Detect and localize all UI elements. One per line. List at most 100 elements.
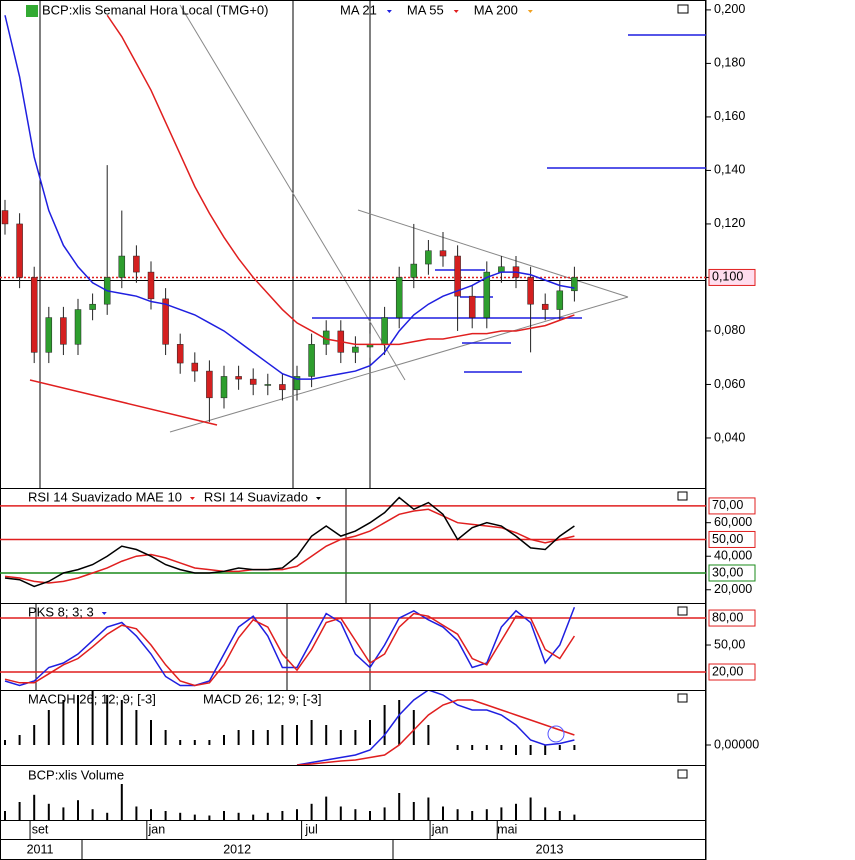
candle-body [541,303,549,310]
legend-arrow [386,10,392,13]
candle-body [352,346,359,353]
x-month-label: jan [431,822,449,836]
candle-body [425,250,432,265]
legend-entry: MACDH 26; 12; 9; [-3] [28,691,156,706]
candle-body [118,255,126,278]
series-line [4,606,576,687]
level-box [708,663,756,681]
chart-title: BCP:xlis Volume [28,767,124,782]
candle-body [498,266,505,273]
candle-body [439,250,447,257]
level-lines [312,34,706,373]
candle-body [1,210,9,225]
plot-area [4,691,576,765]
plot-area [0,14,706,422]
candle-body [381,317,388,345]
maximize-button[interactable] [677,491,688,501]
level-label: 80,00 [712,610,743,624]
y-tick-label: 0,140 [714,163,745,177]
y-tick-label: 0,080 [714,323,745,337]
series-line [296,699,575,765]
level-label: 20,00 [712,664,743,678]
legend-entry: RSI 14 Suavizado [204,489,308,504]
x-month-label: mai [497,822,517,836]
y-tick-label: 0,060 [714,377,745,391]
y-tick-label: 40,000 [714,549,752,563]
series-line [296,691,575,765]
legend-arrow [527,10,533,13]
maximize-button[interactable] [677,769,688,779]
legend-entry: MA 21 [340,2,377,17]
series-line [4,612,576,687]
legend-arrow [453,10,459,13]
last-price-box [708,268,756,286]
legend-arrow [101,612,107,615]
candle-body [45,317,53,353]
candle-body [279,384,286,391]
candle-body [249,378,257,385]
level-label: 30,00 [712,565,743,579]
plot-area [0,496,706,588]
candle-body [16,223,23,278]
candle-body [308,344,315,377]
trend-line-red [29,379,218,426]
y-tick-label: 0,200 [714,2,745,16]
candle-body [395,277,403,318]
level-box [708,564,756,582]
level-label: 50,00 [712,532,743,546]
panel-buttons[interactable] [677,4,689,779]
candle-body [556,290,564,310]
candle-body [191,362,199,372]
y-tick-label: 0,120 [714,216,745,230]
maximize-button[interactable] [677,606,688,616]
candle-body [468,295,476,318]
legend-entry: RSI 14 Suavizado MAE 10 [28,489,182,504]
candle-body [264,384,272,386]
x-year-label: 2011 [27,842,54,856]
candle-body [89,303,96,310]
candle-body [162,298,169,345]
level-box [708,530,756,548]
series-line [4,496,575,588]
marker [547,725,565,743]
y-tick-label: 20,000 [714,582,752,596]
legend-entry: MA 200 [474,2,518,17]
level-label: 70,00 [712,498,743,512]
candle-body [74,309,82,345]
series-line [4,15,575,380]
candle-body [220,376,228,399]
y-tick-label: 0,040 [714,430,745,444]
candle-body [235,376,242,380]
candle-body [147,271,155,300]
candle-body [571,277,578,292]
candle-body [293,376,301,391]
y-tick-label: 0,00000 [714,737,759,751]
candle-body [30,277,38,353]
candle-body [410,263,418,278]
panel-frames [0,0,707,860]
legend-arrow [189,497,195,500]
maximize-button[interactable] [677,4,689,14]
candle-body [206,370,213,399]
level-box [708,497,756,515]
candle-body [527,277,534,305]
candle-body [454,255,461,297]
y-tick-label: 0,160 [714,109,745,123]
x-month-label: set [32,822,49,836]
maximize-button[interactable] [677,693,688,703]
x-month-label: jan [147,822,165,836]
candle-body [60,317,67,345]
plot-area [0,606,706,687]
candle-body [483,271,491,318]
legend-entry: PKS 8; 3; 3 [28,604,94,619]
last-price-label: 0,100 [712,270,743,284]
candle-body [176,344,184,364]
series-line [106,14,575,346]
level-box [708,609,756,627]
x-year-label: 2012 [223,842,251,856]
y-tick-label: 0,180 [714,56,745,70]
legend-entry: MACD 26; 12; 9; [-3] [203,691,322,706]
x-year-label: 2013 [536,842,564,856]
